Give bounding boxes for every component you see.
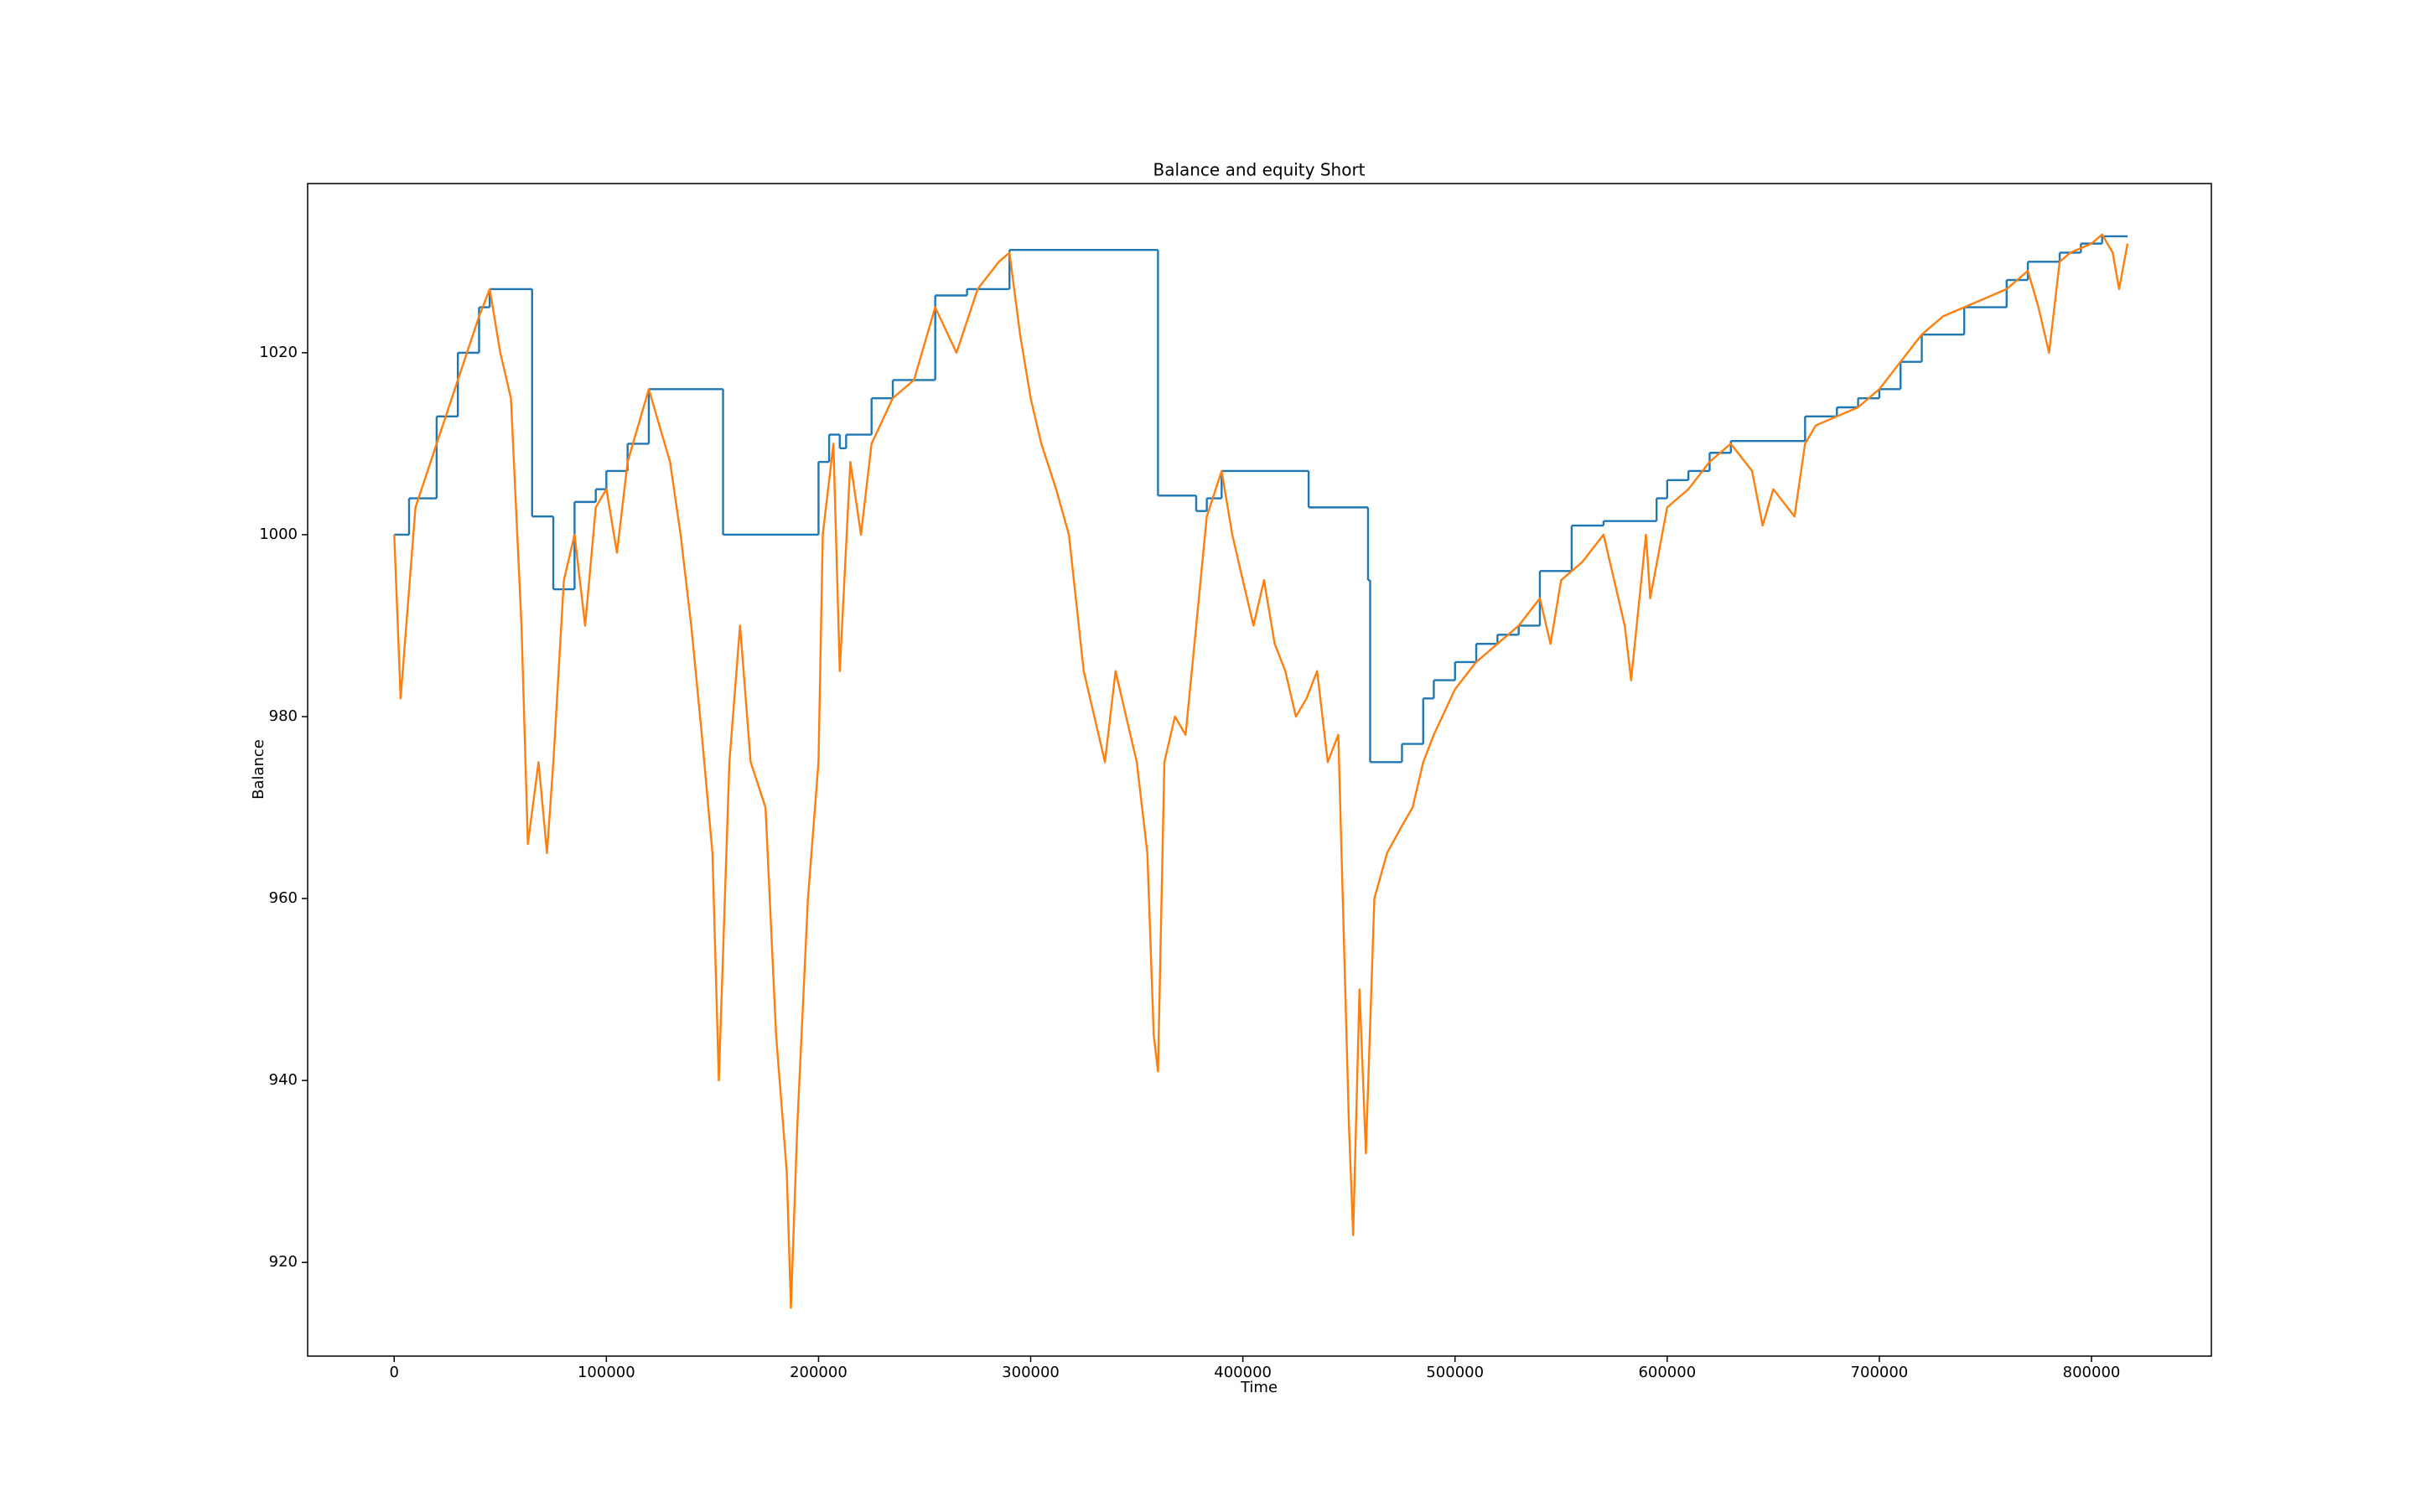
equity-line bbox=[393, 233, 2129, 1309]
chart-title: Balance and equity Short bbox=[1153, 160, 1365, 180]
x-tick-label: 400000 bbox=[1214, 1364, 1272, 1381]
y-tick-label: 920 bbox=[269, 1253, 298, 1271]
x-tick-label: 0 bbox=[390, 1364, 399, 1381]
x-tick-label: 500000 bbox=[1426, 1364, 1484, 1381]
y-axis-label: Balance bbox=[250, 739, 267, 800]
y-tick-label: 1000 bbox=[259, 526, 298, 543]
y-tick-label: 960 bbox=[269, 889, 298, 907]
y-tick-label: 980 bbox=[269, 707, 298, 725]
x-tick-label: 600000 bbox=[1638, 1364, 1696, 1381]
x-tick-label: 300000 bbox=[1002, 1364, 1060, 1381]
x-tick-label: 200000 bbox=[790, 1364, 847, 1381]
y-tick-label: 940 bbox=[269, 1071, 298, 1089]
x-tick-label: 700000 bbox=[1851, 1364, 1909, 1381]
plot-frame bbox=[307, 183, 2212, 1357]
x-tick-label: 800000 bbox=[2063, 1364, 2121, 1381]
x-tick-label: 100000 bbox=[578, 1364, 635, 1381]
x-axis-label: Time bbox=[1240, 1379, 1278, 1396]
y-tick-label: 1020 bbox=[259, 344, 298, 361]
